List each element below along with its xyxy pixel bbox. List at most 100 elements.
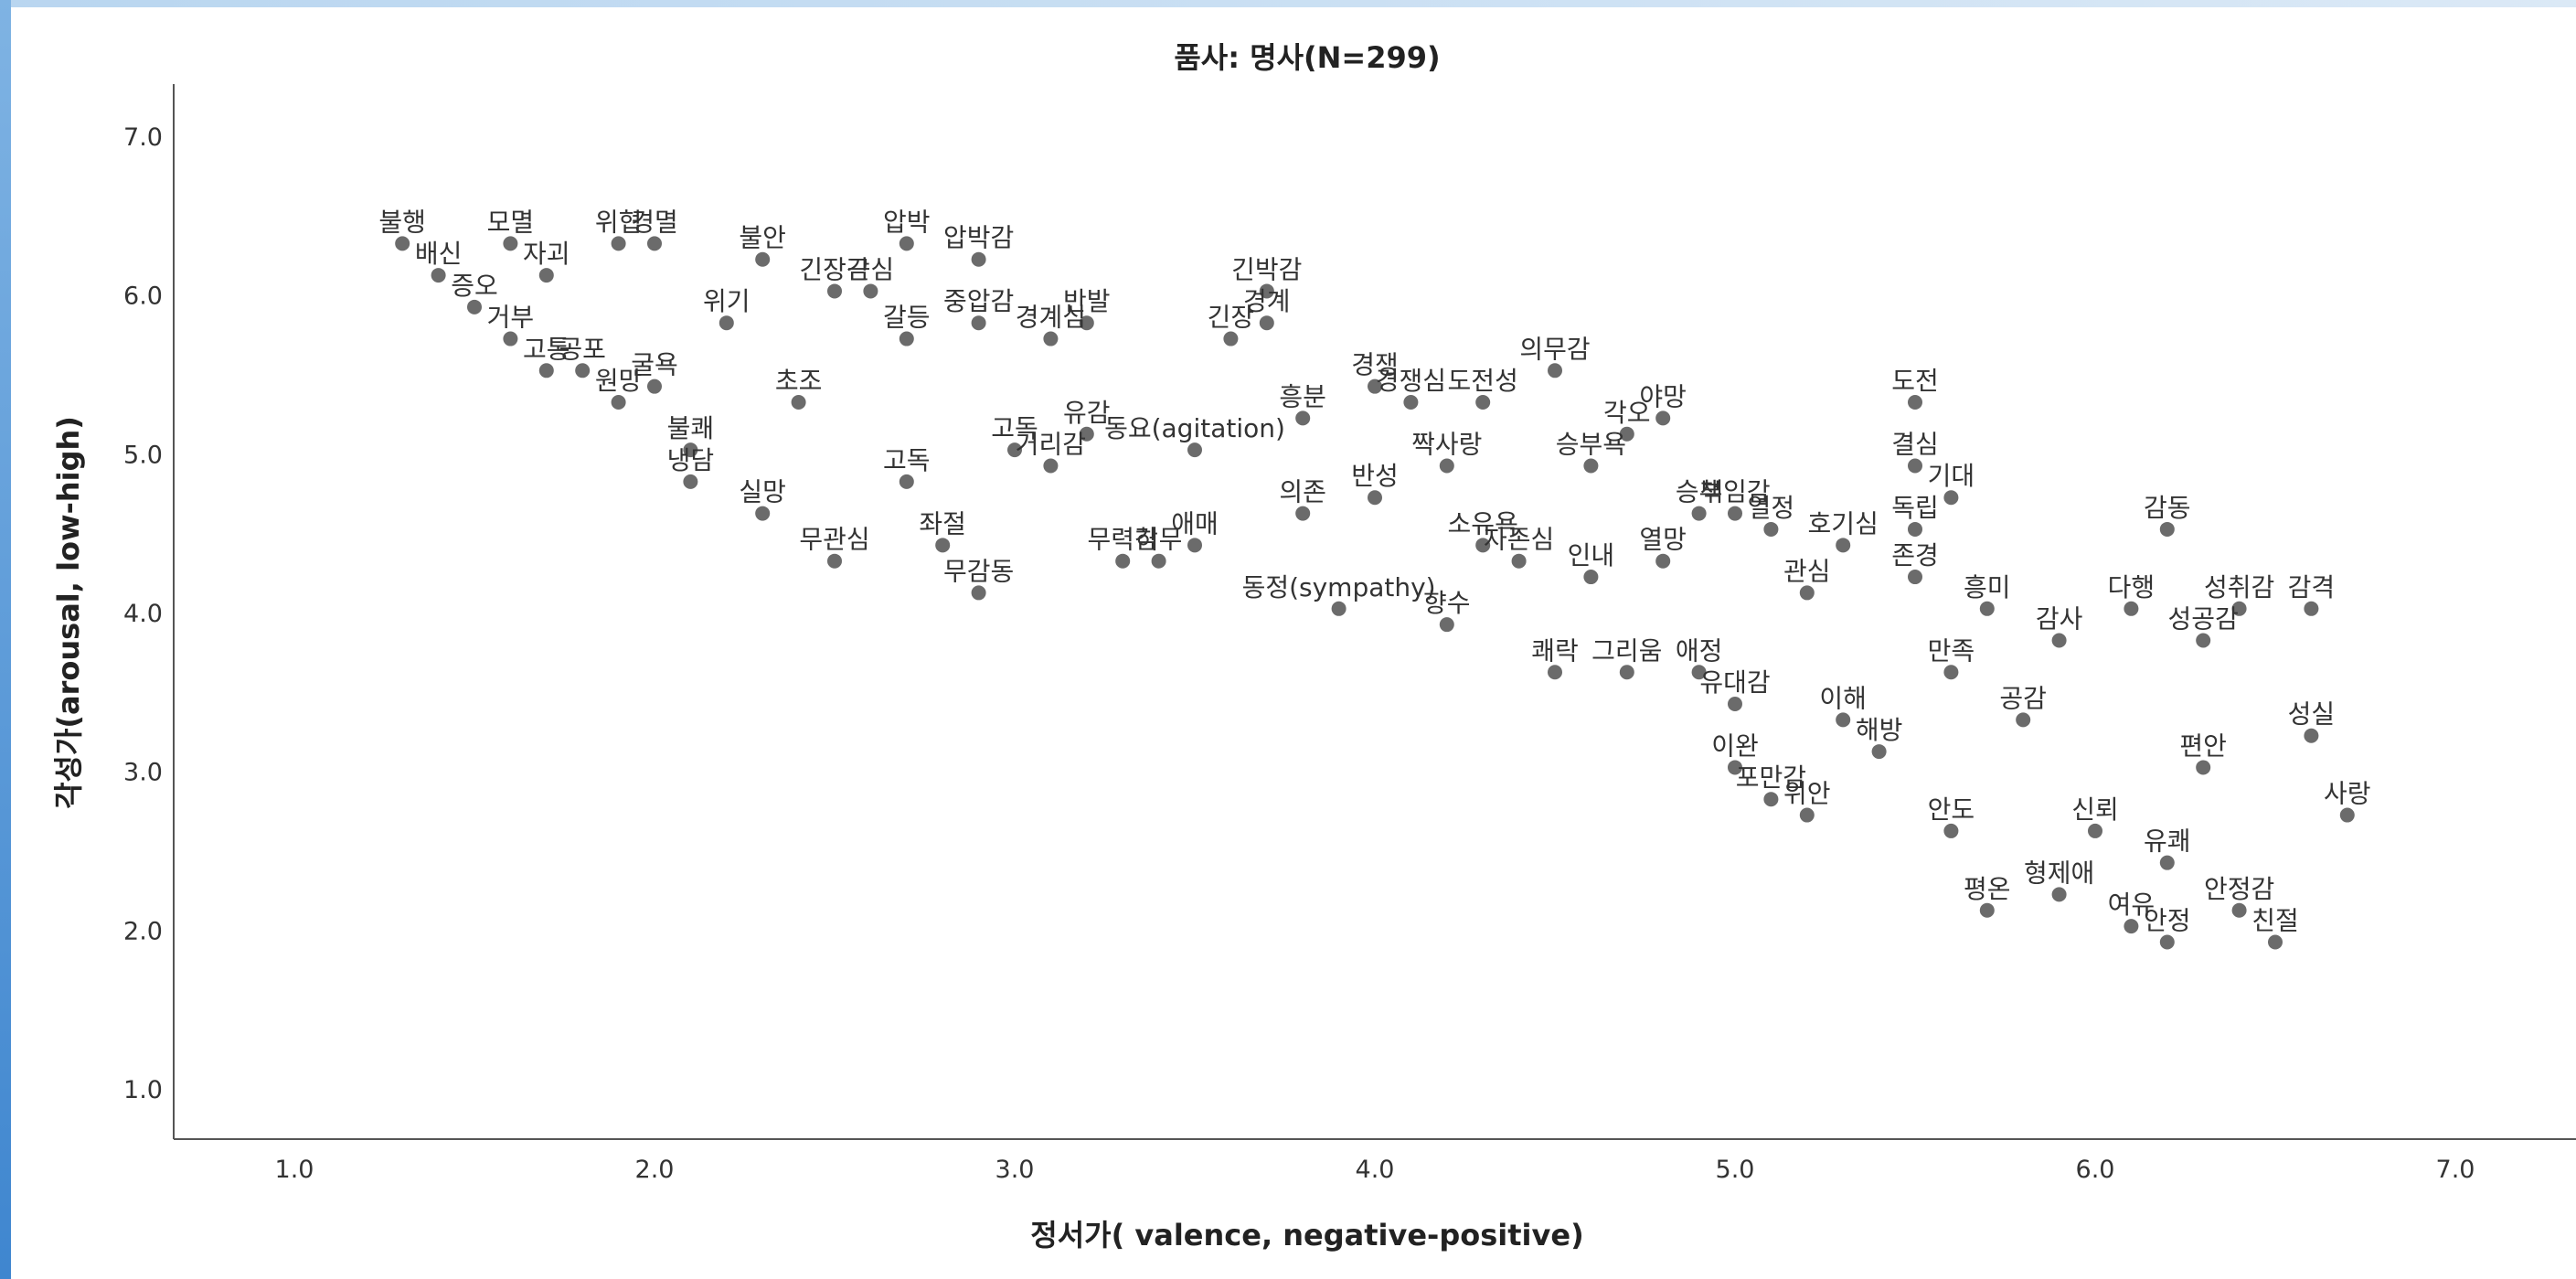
point-label: 허무	[1135, 525, 1183, 555]
data-point	[755, 506, 771, 521]
data-point	[1439, 458, 1454, 474]
y-tick-label: 3.0	[123, 759, 163, 787]
point-label: 근심	[847, 254, 895, 284]
data-point	[683, 442, 698, 458]
data-point	[1511, 553, 1527, 569]
data-point	[1763, 521, 1779, 537]
data-point	[2051, 633, 2067, 648]
data-point	[755, 251, 771, 267]
data-point	[575, 363, 591, 378]
data-point	[1691, 506, 1707, 521]
data-point	[1331, 601, 1347, 616]
data-point	[899, 331, 914, 346]
data-point	[1655, 410, 1671, 426]
point-label: 그리움	[1591, 635, 1662, 666]
point-label: 압박	[883, 207, 931, 237]
data-point	[1908, 521, 1922, 537]
data-point	[2304, 601, 2319, 616]
point-label: 위기	[703, 286, 750, 316]
data-point	[1475, 395, 1491, 410]
data-point	[1223, 331, 1239, 346]
data-point	[1728, 696, 1742, 711]
data-point	[1295, 506, 1311, 521]
point-label: 압박감	[943, 223, 1014, 253]
data-point	[467, 299, 482, 314]
data-point	[1079, 315, 1094, 331]
data-point	[1548, 665, 1562, 680]
x-tick-label: 2.0	[635, 1156, 675, 1184]
point-label: 흥분	[1279, 381, 1326, 411]
point-label: 안정감	[2204, 874, 2274, 904]
data-point	[2016, 712, 2031, 728]
point-label: 자존심	[1484, 525, 1554, 555]
point-label: 경쟁	[1351, 350, 1399, 380]
point-label: 굴욕	[631, 350, 678, 380]
point-label: 경쟁심	[1376, 366, 1446, 396]
data-point	[863, 283, 878, 299]
x-tick-label: 3.0	[995, 1156, 1035, 1184]
point-label: 편안	[2179, 730, 2227, 761]
y-tick-label: 4.0	[123, 600, 163, 628]
data-point	[2088, 823, 2102, 838]
data-point	[647, 378, 662, 394]
y-tick-label: 7.0	[123, 123, 163, 152]
data-point	[1295, 410, 1311, 426]
point-label: 만족	[1928, 635, 1975, 666]
point-label: 경멸	[631, 207, 678, 237]
y-tick-label: 1.0	[123, 1076, 163, 1104]
point-label: 의무감	[1519, 334, 1590, 364]
point-label: 신뢰	[2071, 794, 2119, 825]
data-point	[1043, 458, 1059, 474]
data-point	[2231, 601, 2247, 616]
point-label: 열정	[1748, 493, 1795, 523]
data-point	[1007, 442, 1022, 458]
data-point	[1908, 570, 1922, 585]
window-left-border	[0, 0, 11, 1279]
data-point	[1403, 395, 1419, 410]
x-tick-label: 4.0	[1356, 1156, 1395, 1184]
data-points	[395, 236, 2355, 950]
point-label: 모멸	[487, 207, 535, 237]
point-label: 공감	[1999, 683, 2047, 713]
data-point	[538, 268, 554, 283]
point-label: 원망	[595, 366, 643, 396]
data-point	[1655, 553, 1671, 569]
data-point	[2159, 934, 2175, 950]
point-label: 거리감	[1016, 429, 1086, 459]
x-tick-labels: 1.0 2.0 3.0 4.0 5.0 6.0 7.0	[275, 1156, 2475, 1184]
point-label: 포만감	[1736, 762, 1806, 793]
data-point	[1079, 426, 1094, 442]
data-point	[1799, 807, 1815, 823]
point-label: 소유욕	[1448, 508, 1518, 538]
x-tick-label: 6.0	[2076, 1156, 2115, 1184]
point-label: 관심	[1783, 556, 1831, 586]
point-label: 애정	[1676, 635, 1723, 666]
data-point	[1619, 665, 1634, 680]
data-point	[1043, 331, 1059, 346]
data-point	[1979, 601, 1995, 616]
point-label: 감동	[2144, 493, 2191, 523]
point-label: 짝사랑	[1411, 429, 1482, 459]
point-label: 안도	[1928, 794, 1975, 825]
point-label: 향수	[1423, 588, 1471, 618]
point-label: 긴장	[1208, 303, 1255, 333]
data-point	[683, 474, 698, 489]
data-point	[431, 268, 446, 283]
point-label: 안정	[2144, 905, 2191, 935]
x-tick-label: 5.0	[1716, 1156, 1755, 1184]
data-point	[2159, 521, 2175, 537]
data-point	[503, 331, 518, 346]
point-label: 거부	[487, 303, 535, 333]
point-label: 반성	[1351, 461, 1399, 491]
data-point	[1799, 585, 1815, 601]
data-point	[1368, 378, 1382, 394]
point-label: 존경	[1891, 540, 1939, 570]
point-label: 무력감	[1088, 525, 1158, 555]
point-label: 여유	[2108, 890, 2156, 920]
data-point	[2124, 601, 2139, 616]
data-point	[1259, 315, 1274, 331]
data-point	[1836, 538, 1851, 553]
point-label: 무관심	[799, 525, 869, 555]
data-point	[1115, 553, 1131, 569]
